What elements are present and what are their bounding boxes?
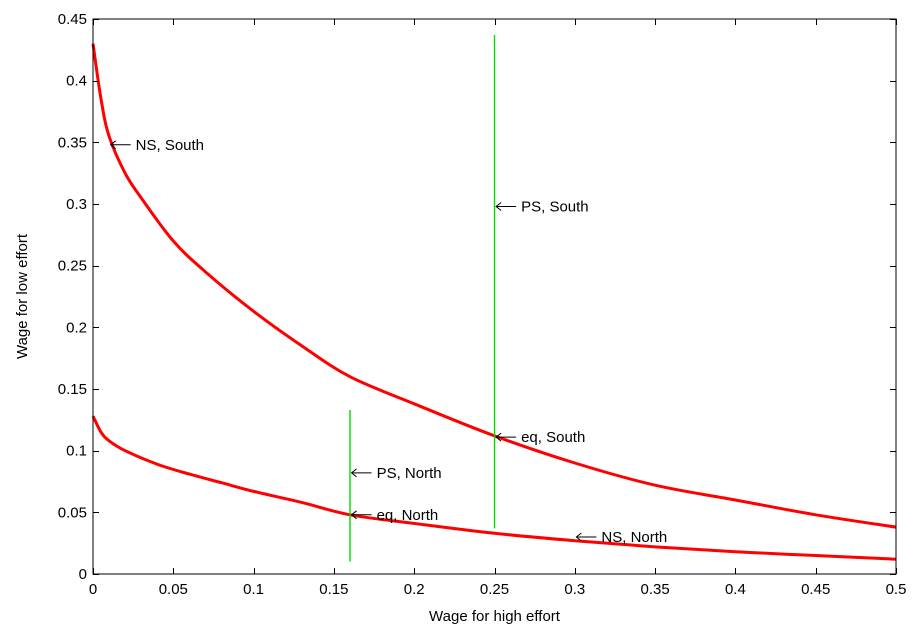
x-tick-label: 0.25 — [480, 581, 509, 598]
annotation-label: eq, South — [521, 429, 585, 446]
axes-frame — [92, 18, 897, 575]
annotation-arrow-head — [495, 202, 502, 211]
y-tick-label: 0.2 — [66, 319, 87, 336]
annotation-1: NS, South — [109, 137, 204, 154]
annotation-arrow-head — [350, 468, 357, 478]
y-tick-label: 0.15 — [58, 381, 87, 398]
annotation-arrow-head — [575, 532, 582, 542]
annotation-5: eq, North — [350, 507, 439, 524]
annotation-3: eq, South — [495, 429, 585, 446]
x-tick-label: 0.4 — [725, 581, 746, 598]
x-tick-label: 0.3 — [564, 581, 585, 598]
annotation-6: NS, North — [575, 529, 667, 546]
annotation-arrow-head — [109, 140, 116, 150]
annotation-4: PS, North — [350, 465, 442, 482]
y-axis-label: Wage for low effort — [14, 233, 31, 359]
series-layer — [91, 35, 897, 562]
annotation-2: PS, South — [495, 198, 589, 215]
x-tick-label: 0.05 — [159, 581, 188, 598]
x-tick-label: 0.2 — [404, 581, 425, 598]
series-line-2 — [91, 415, 897, 561]
y-tick-label: 0.1 — [66, 443, 87, 460]
x-tick-label: 0.1 — [243, 581, 264, 598]
annotation-layer: NS, South PS, South eq, South PS, North eq, … — [109, 137, 667, 546]
annotation-label: eq, North — [377, 507, 439, 524]
annotation-label: NS, South — [136, 137, 204, 154]
axes-layer: 0 0.05 0.1 0.15 0.2 0.25 0.3 0.35 0.4 0.45 0.5 0 0.0… — [58, 11, 907, 598]
y-tick-label: 0.05 — [58, 504, 87, 521]
y-tick-label: 0.45 — [58, 11, 87, 28]
annotation-label: PS, North — [377, 465, 442, 482]
x-tick-label: 0.45 — [801, 581, 830, 598]
x-tick-label: 0 — [89, 581, 97, 598]
x-axis-label: Wage for high effort — [429, 608, 561, 625]
series-line-1 — [91, 43, 897, 529]
annotation-label: NS, North — [601, 529, 667, 546]
annotation-label: PS, South — [521, 198, 589, 215]
y-tick-label: 0.4 — [66, 73, 87, 90]
annotation-arrow-head — [495, 432, 502, 442]
y-tick-label: 0.25 — [58, 258, 87, 275]
x-tick-label: 0.5 — [886, 581, 907, 598]
x-tick-label: 0.15 — [319, 581, 348, 598]
y-tick-label: 0 — [79, 566, 87, 583]
y-tick-label: 0.35 — [58, 134, 87, 151]
x-tick-label: 0.35 — [640, 581, 669, 598]
annotation-arrow-head — [350, 510, 357, 520]
y-tick-label: 0.3 — [66, 196, 87, 213]
